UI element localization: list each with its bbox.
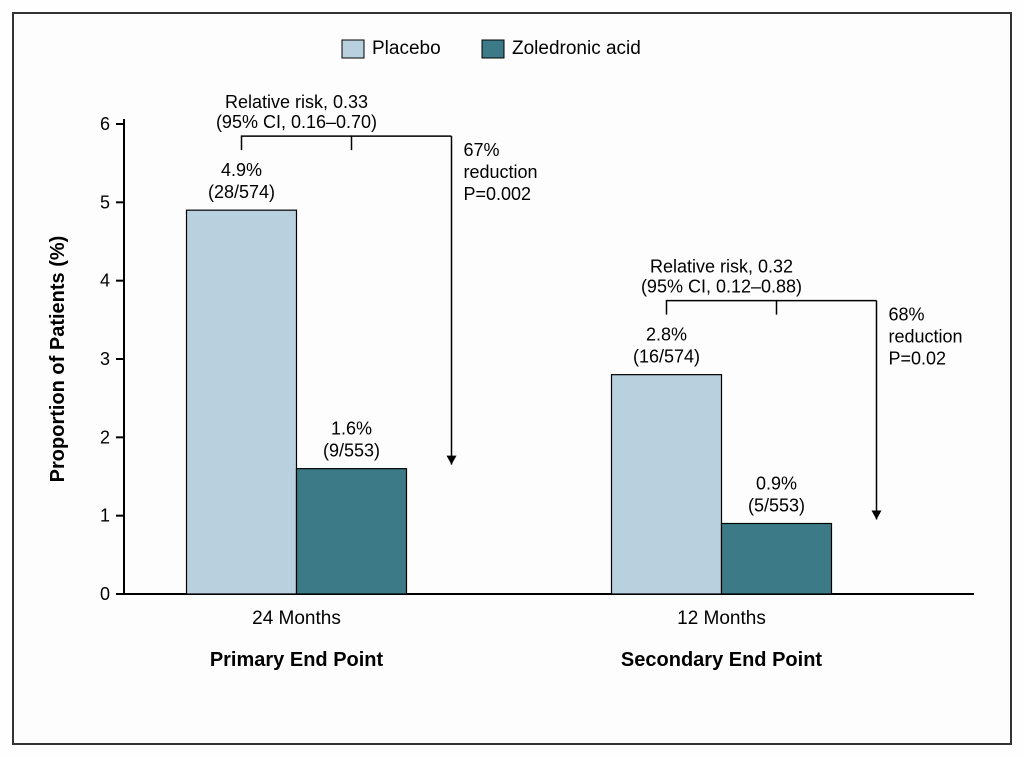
bar-label: 2.8% [646,325,687,345]
reduction-text: reduction [889,327,963,347]
legend-swatch [342,40,364,58]
y-tick-label: 4 [100,271,110,291]
bar-label: 1.6% [331,419,372,439]
reduction-text: P=0.002 [464,184,532,204]
x-group-title: Primary End Point [210,649,384,671]
reduction-text: 67% [464,140,500,160]
risk-text: (95% CI, 0.16–0.70) [216,112,377,132]
x-category: 12 Months [677,608,766,629]
bar-label: 4.9% [221,160,262,180]
bar [297,469,407,594]
reduction-text: 68% [889,305,925,325]
reduction-text: reduction [464,162,538,182]
bar-label: (16/574) [633,347,700,367]
risk-bracket [667,301,777,315]
risk-text: Relative risk, 0.32 [650,257,793,277]
y-tick-label: 5 [100,192,110,212]
y-tick-label: 3 [100,349,110,369]
bar-label: (9/553) [323,441,380,461]
y-tick-label: 6 [100,114,110,134]
legend-label: Zoledronic acid [512,38,641,59]
bar-chart: Placebo Zoledronic acid 0 1 2 3 4 5 6 Proportion … [14,14,1010,743]
bar [722,524,832,595]
y-tick-label: 0 [100,584,110,604]
reduction-text: P=0.02 [889,349,947,369]
chart-frame: Placebo Zoledronic acid 0 1 2 3 4 5 6 Proportion … [12,12,1012,745]
legend-label: Placebo [372,38,441,59]
y-tick-label: 1 [100,506,110,526]
risk-text: (95% CI, 0.12–0.88) [641,277,802,297]
x-category: 24 Months [252,608,341,629]
risk-bracket [242,136,352,150]
y-tick-label: 2 [100,427,110,447]
x-group-title: Secondary End Point [621,649,822,671]
risk-text: Relative risk, 0.33 [225,92,368,112]
bar-label: (5/553) [748,496,805,516]
bar-label: (28/574) [208,182,275,202]
y-axis-title: Proportion of Patients (%) [47,236,69,483]
bar [612,375,722,594]
bar-label: 0.9% [756,474,797,494]
legend-swatch [482,40,504,58]
bar [187,210,297,594]
